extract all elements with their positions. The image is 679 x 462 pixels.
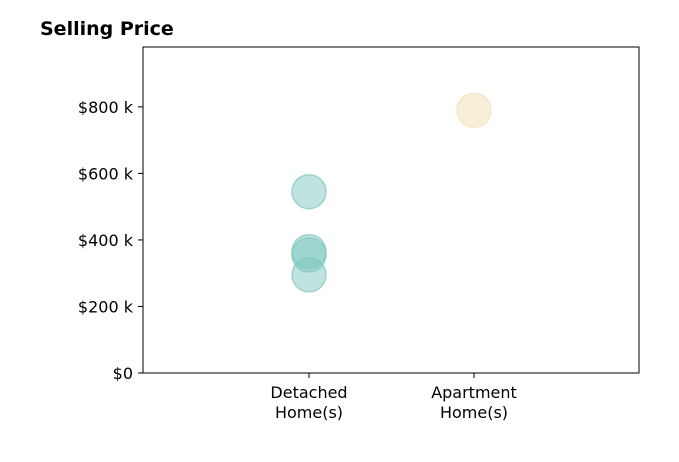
x-tick-label: Home(s) bbox=[440, 403, 508, 422]
y-tick-label: $400 k bbox=[78, 231, 134, 250]
y-tick-label: $200 k bbox=[78, 297, 134, 316]
x-tick-label: Detached bbox=[270, 383, 347, 402]
chart-title: Selling Price bbox=[40, 18, 174, 40]
data-points bbox=[291, 92, 492, 293]
x-tick-label: Apartment bbox=[431, 383, 517, 402]
data-point bbox=[456, 92, 492, 128]
data-point bbox=[291, 257, 327, 293]
data-point bbox=[291, 173, 327, 210]
y-axis: $0 $200 k $400 k $600 k $800 k bbox=[78, 98, 143, 383]
plot-area-frame bbox=[142, 46, 640, 374]
y-tick-label: $800 k bbox=[78, 98, 134, 117]
x-tick-label: Home(s) bbox=[275, 403, 343, 422]
y-tick-label: $600 k bbox=[78, 164, 134, 183]
y-tick-label: $0 bbox=[113, 364, 133, 383]
